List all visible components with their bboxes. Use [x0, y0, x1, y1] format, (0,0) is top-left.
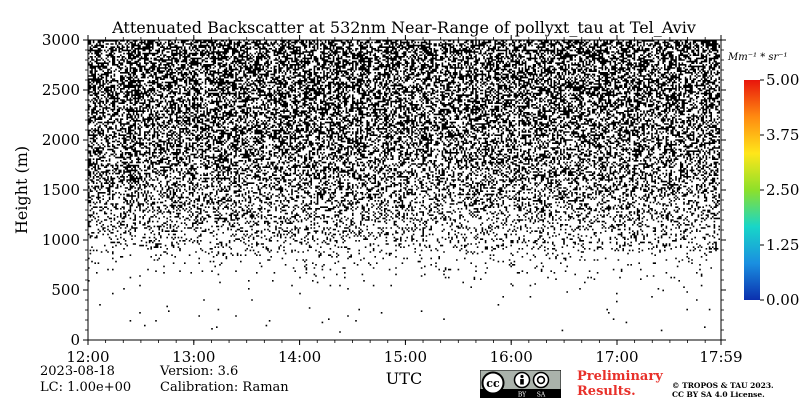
x-tick-label: 17:59: [699, 348, 742, 366]
y-axis-label: Height (m): [12, 146, 31, 234]
x-tick-label: 13:00: [172, 348, 215, 366]
x-tick-label: 14:00: [278, 348, 321, 366]
x-tick-label: 12:00: [66, 348, 109, 366]
colorbar-tick-label: 1.25: [766, 236, 799, 254]
cc-icon: cc: [486, 377, 500, 390]
footer-calibration: Calibration: Raman: [160, 380, 289, 395]
x-tick-label: 16:00: [490, 348, 533, 366]
preliminary-notice: Preliminary Results.: [577, 369, 663, 399]
preliminary-line1: Preliminary: [577, 369, 663, 384]
y-tick-label: 1000: [42, 231, 80, 249]
colorbar-ticks: 0.00 1.25 2.50 3.75 5.00: [760, 71, 799, 309]
footer-date: 2023-08-18: [40, 364, 115, 379]
colorbar-tick-label: 0.00: [766, 291, 799, 309]
chart-title: Attenuated Backscatter at 532nm Near-Ran…: [111, 18, 696, 37]
footer-lc: LC: 1.00e+00: [40, 380, 132, 395]
y-tick-label: 1500: [42, 181, 80, 199]
preliminary-line2: Results.: [577, 384, 636, 399]
colorbar-gradient: [744, 80, 760, 300]
badge-sa-label: SA: [537, 392, 546, 399]
y-tick-label: 2000: [42, 131, 80, 149]
y-tick-label: 500: [51, 281, 80, 299]
colorbar-tick-label: 2.50: [766, 181, 799, 199]
colorbar-tick-label: 3.75: [766, 126, 799, 144]
y-tick-label: 2500: [42, 81, 80, 99]
y-tick-label: 0: [70, 331, 80, 349]
colorbar-label: Mm⁻¹ * sr⁻¹: [727, 52, 788, 63]
footer-version: Version: 3.6: [160, 364, 239, 379]
badge-by-label: BY: [518, 392, 527, 399]
backscatter-field: [88, 40, 720, 333]
x-axis: 12:00 13:00 14:00 15:00 16:00 17:00 17:59: [66, 35, 743, 366]
cc-license-badge: cc BY SA: [480, 370, 561, 398]
backscatter-noise: [88, 40, 720, 333]
plot-area: [87, 39, 722, 341]
x-axis-label: UTC: [386, 369, 422, 388]
copyright-notice: © TROPOS & TAU 2023. CC BY SA 4.0 Licens…: [672, 381, 774, 399]
y-axis: 0 500 1000 1500 2000 2500 3000: [42, 31, 726, 349]
colorbar: 0.00 1.25 2.50 3.75 5.00 Mm⁻¹ * sr⁻¹: [727, 52, 799, 309]
colorbar-tick-label: 5.00: [766, 71, 799, 89]
copyright-line1: © TROPOS & TAU 2023.: [672, 381, 774, 390]
sa-icon: [532, 371, 550, 389]
y-tick-label: 3000: [42, 31, 80, 49]
copyright-line2: CC BY SA 4.0 License.: [672, 390, 765, 399]
x-tick-label: 15:00: [384, 348, 427, 366]
x-tick-label: 17:00: [595, 348, 638, 366]
